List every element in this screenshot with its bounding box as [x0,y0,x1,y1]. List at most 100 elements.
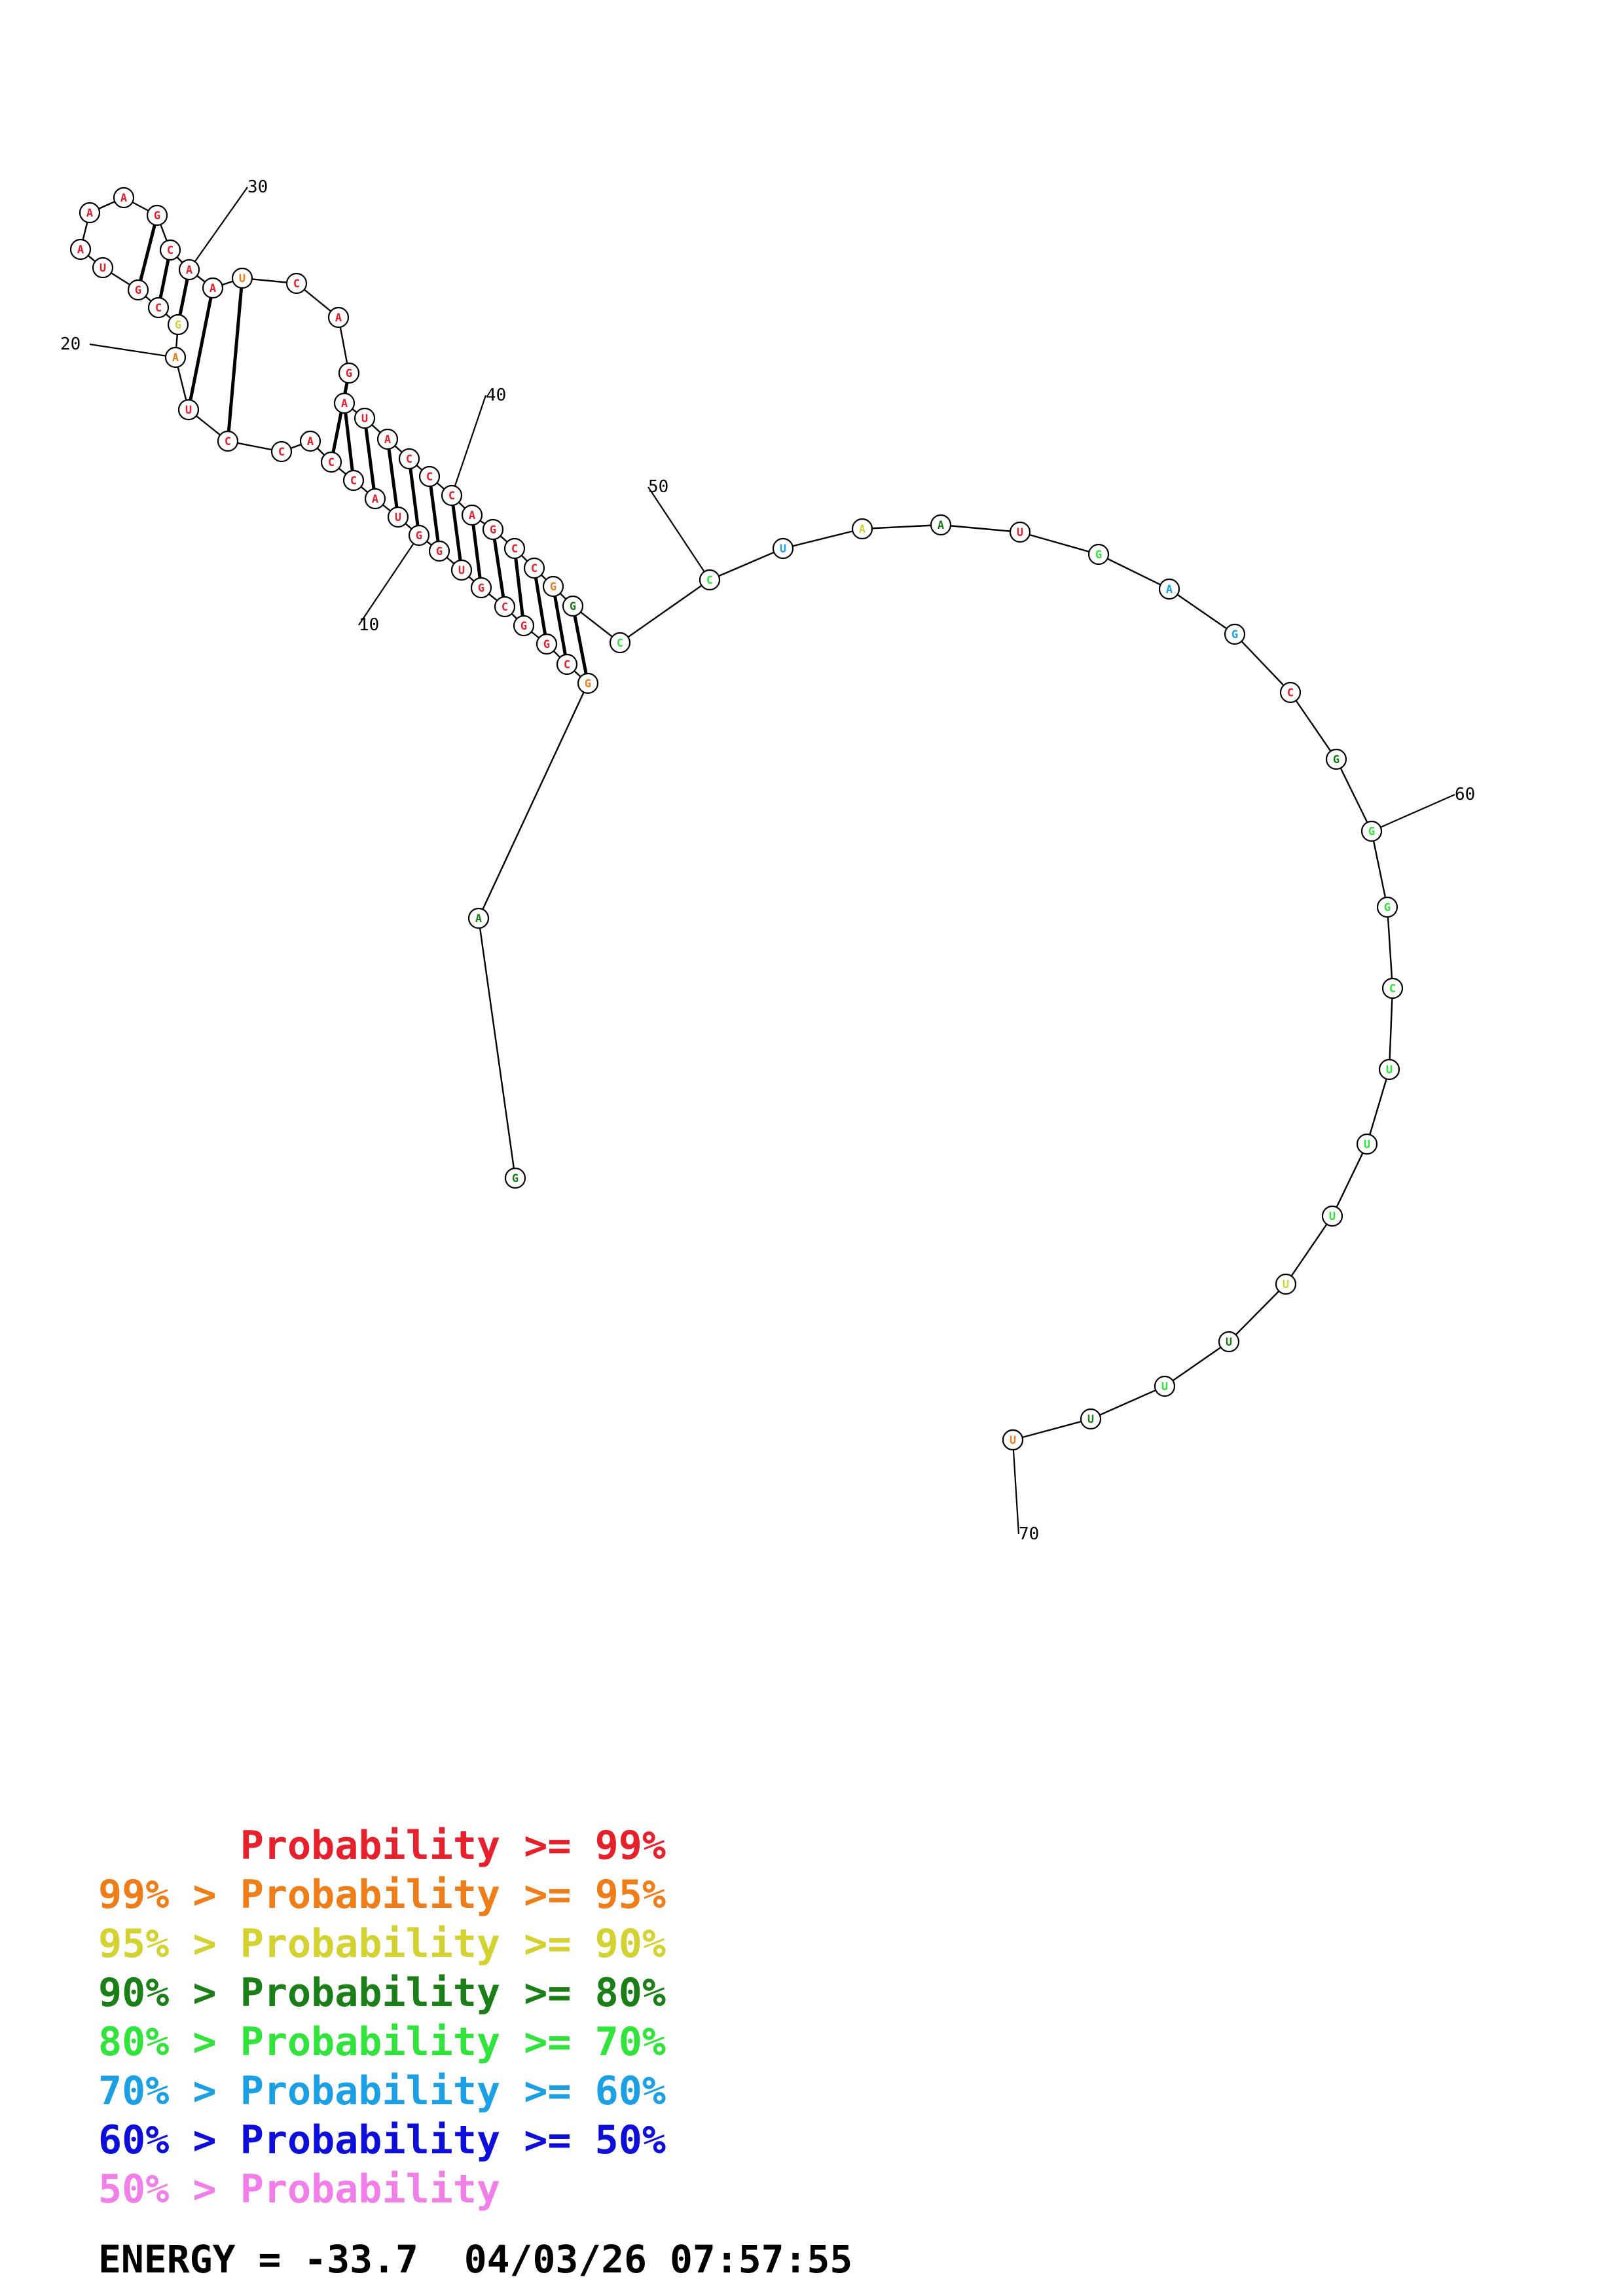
nucleotide-34: A [327,306,350,329]
nucleotide-12: U [387,506,409,528]
nucleotide-letter: U [395,511,401,524]
nucleotide-circle [127,279,149,301]
nucleotide-circle [482,518,504,541]
nucleotide-circle [441,484,463,507]
legend-line-99: Probability >= 99% [98,1823,666,1869]
nucleotide-letter: U [1283,1278,1289,1291]
nucleotide-letter: U [458,564,465,577]
nucleotide-2: A [467,907,490,929]
nucleotide-24: U [92,257,114,279]
backbone-segment [1234,634,1291,693]
nucleotide-circle [320,451,342,473]
nucleotide-letter: A [186,264,192,277]
nucleotide-circle [338,362,360,384]
nucleotide-letter: A [307,435,314,448]
nucleotide-letter: U [1087,1413,1094,1426]
nucleotide-10: G [428,540,450,562]
nucleotide-circle [327,306,350,329]
backbone-segment [1366,1069,1391,1145]
nucleotide-letter: C [426,471,433,484]
nucleotide-letter: U [780,543,786,556]
index-tick [647,486,710,581]
nucleotide-circle [164,346,187,368]
nucleotide-circle [270,440,293,463]
nucleotide-letter: A [469,509,475,522]
nucleotide-circle [461,504,483,526]
nucleotide-letter: A [172,351,179,365]
nucleotide-letter: C [155,302,162,315]
nucleotide-circle [418,465,441,488]
nucleotide-circle [147,296,170,319]
base-pair-bond [136,215,159,291]
nucleotide-circle [217,430,239,452]
backbone-segment [1370,831,1389,908]
nucleotide-circle [562,595,584,617]
nucleotide-35: G [338,362,360,384]
nucleotide-letter: U [361,412,368,425]
nucleotide-letter: G [585,677,591,691]
nucleotide-circle [699,569,721,591]
nucleotide-letter: U [239,272,246,285]
base-pair-bond [491,529,507,607]
nucleotide-11: G [408,524,430,547]
nucleotide-circle [1009,521,1031,543]
nucleotide-27: A [113,187,135,209]
nucleotide-56: G [1224,623,1246,645]
nucleotide-20: A [164,346,187,368]
backbone-segment [1169,588,1235,635]
nucleotide-circle [1321,1205,1343,1227]
nucleotide-letter: C [706,574,713,587]
nucleotide-59: G [1360,820,1383,842]
nucleotide-letter: A [1166,583,1173,596]
nucleotide-44: C [503,537,526,560]
index-label: 70 [1019,1524,1039,1544]
nucleotide-circle [285,272,308,295]
legend-line-50: 60% > Probability >= 50% [98,2117,666,2163]
base-pair-bond [450,495,464,571]
nucleotide-letter: C [501,601,508,614]
nucleotide-14: C [342,469,365,492]
backbone-segment [1098,553,1170,590]
legend-line-70: 80% > Probability >= 70% [98,2019,666,2065]
nucleotide-6: G [513,615,535,637]
nucleotide-letter: G [1333,753,1340,766]
nucleotide-letter: U [1329,1210,1336,1223]
nucleotide-32: U [231,267,253,289]
index-tick [1371,793,1455,833]
nucleotide-5: G [536,633,558,655]
base-pair-bond [386,439,400,518]
nucleotide-circle [1376,896,1398,918]
backbone-segment [862,524,941,530]
nucleotide-circle [772,537,794,560]
index-tick [89,343,176,359]
nucleotide-letter: C [350,475,357,488]
nucleotide-letter: G [1368,825,1375,838]
nucleotide-66: U [1218,1331,1240,1353]
nucleotide-25: A [69,238,92,260]
backbone-segment [1019,531,1099,556]
nucleotide-28: G [146,204,168,226]
nucleotide-letter: G [135,284,141,297]
legend-line-80: 90% > Probability >= 80% [98,1970,666,2016]
nucleotide-letter: C [328,456,335,469]
nucleotide-letter: G [1384,901,1391,914]
nucleotide-circle [202,277,224,299]
index-tick [358,535,420,626]
nucleotide-circle [1218,1331,1240,1353]
nucleotide-letter: U [1386,1064,1393,1077]
nucleotide-letter: U [100,262,106,275]
nucleotide-circle [159,239,181,261]
nucleotide-circle [79,202,101,224]
nucleotide-circle [1002,1429,1024,1451]
nucleotide-letter: G [520,620,527,633]
backbone-segment [477,683,589,919]
nucleotide-60: G [1376,896,1398,918]
nucleotide-54: G [1087,543,1110,565]
nucleotide-circle [467,907,490,929]
nucleotide-circle [513,615,535,637]
base-pair-bond [470,514,483,588]
nucleotide-circle [376,428,399,450]
nucleotide-circle [1158,578,1180,600]
nucleotide-70: U [1002,1429,1024,1451]
